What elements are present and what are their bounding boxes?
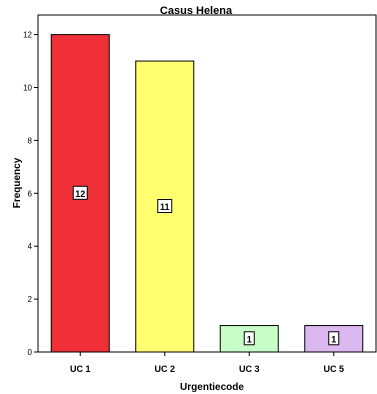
plot-area xyxy=(37,14,377,353)
y-tick-label: 10 xyxy=(23,84,32,93)
x-tick-label: UC 5 xyxy=(323,364,344,374)
data-label: 1 xyxy=(247,334,252,344)
y-tick-label: 4 xyxy=(28,242,33,251)
data-label: 1 xyxy=(331,334,336,344)
x-tick-label: UC 1 xyxy=(70,364,91,374)
y-tick-label: 8 xyxy=(28,136,33,145)
x-axis-label: Urgentiecode xyxy=(180,382,244,393)
data-label-box xyxy=(243,331,255,346)
x-axis: UC 1 UC 2 UC 3 UC 5 xyxy=(70,352,344,374)
x-tick-label: UC 2 xyxy=(154,364,175,374)
data-label: 11 xyxy=(160,202,170,212)
y-tick-label: 0 xyxy=(28,348,33,357)
data-label: 12 xyxy=(75,189,85,199)
y-axis: 0 2 4 6 8 10 12 xyxy=(23,31,38,357)
y-tick-label: 6 xyxy=(28,189,33,198)
data-label-box xyxy=(157,199,173,214)
x-tick-label: UC 3 xyxy=(239,364,260,374)
data-label-box xyxy=(72,185,88,200)
data-label-box xyxy=(328,331,340,346)
chart-title: Casus Helena xyxy=(160,5,233,17)
bar-uc-5 xyxy=(304,325,364,353)
y-tick-label: 12 xyxy=(23,31,32,40)
y-tick-label: 2 xyxy=(28,295,33,304)
y-axis-label: Frequency xyxy=(12,157,23,208)
